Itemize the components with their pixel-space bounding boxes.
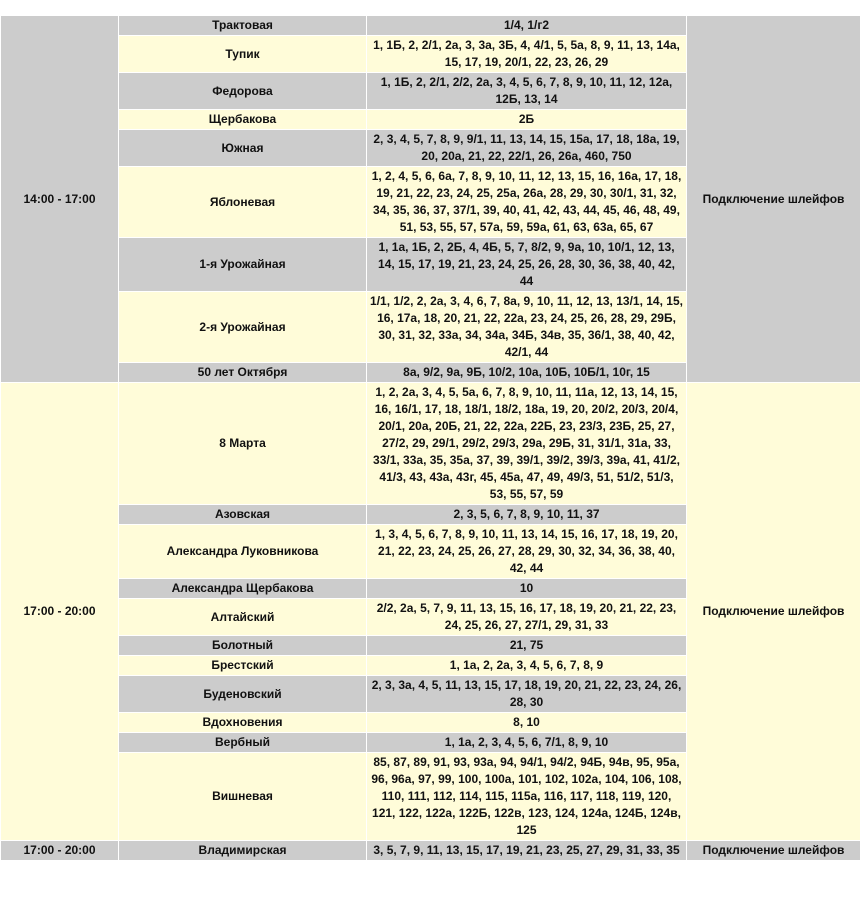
house-numbers: 1, 2, 4, 5, 6, 6а, 7, 8, 9, 10, 11, 12, … bbox=[366, 166, 687, 238]
outage-reason: Подключение шлейфов bbox=[686, 840, 860, 861]
house-numbers: 1/1, 1/2, 2, 2а, 3, 4, 6, 7, 8а, 9, 10, … bbox=[366, 291, 687, 363]
street-name: 8 Марта bbox=[118, 382, 367, 505]
street-name: 50 лет Октября bbox=[118, 362, 367, 383]
table-row: Щербакова 2Б bbox=[1, 109, 860, 130]
table-row: Вдохновения 8, 10 bbox=[1, 712, 860, 733]
outage-schedule-table: 14:00 - 17:00 Трактовая 1/4, 1/г2 Подключен… bbox=[0, 15, 860, 861]
street-name: Тупик bbox=[118, 35, 367, 73]
table-row: 17:00 - 20:00 Владимирская 3, 5, 7, 9, 11,… bbox=[0, 840, 860, 861]
street-name: Яблоневая bbox=[118, 166, 367, 238]
table-row: Брестский 1, 1а, 2, 2а, 3, 4, 5, 6, 7, 8,… bbox=[1, 655, 860, 676]
street-name: Федорова bbox=[118, 72, 367, 110]
time-window: 17:00 - 20:00 bbox=[0, 840, 119, 861]
table-row: Вербный 1, 1а, 2, 3, 4, 5, 6, 7/1, 8, 9, … bbox=[1, 732, 860, 753]
table-row: Вишневая 85, 87, 89, 91, 93, 93а, 94, 94/… bbox=[1, 752, 860, 841]
house-numbers: 1/4, 1/г2 bbox=[366, 15, 687, 36]
house-numbers: 1, 1а, 1Б, 2, 2Б, 4, 4Б, 5, 7, 8/2, 9, 9… bbox=[366, 237, 687, 292]
house-numbers: 1, 1а, 2, 3, 4, 5, 6, 7/1, 8, 9, 10 bbox=[366, 732, 687, 753]
house-numbers: 8, 10 bbox=[366, 712, 687, 733]
house-numbers: 3, 5, 7, 9, 11, 13, 15, 17, 19, 21, 23, … bbox=[366, 840, 687, 861]
table-row: Южная 2, 3, 4, 5, 7, 8, 9, 9/1, 11, 13, 1… bbox=[1, 129, 860, 167]
street-name: Болотный bbox=[118, 635, 367, 656]
outage-reason: Подключение шлейфов bbox=[686, 382, 860, 841]
time-window: 14:00 - 17:00 bbox=[0, 15, 119, 383]
table-row: Тупик 1, 1Б, 2, 2/1, 2а, 3, 3а, 3Б, 4, 4/… bbox=[1, 35, 860, 73]
house-numbers: 2/2, 2а, 5, 7, 9, 11, 13, 15, 16, 17, 18… bbox=[366, 598, 687, 636]
house-numbers: 1, 1Б, 2, 2/1, 2а, 3, 3а, 3Б, 4, 4/1, 5,… bbox=[366, 35, 687, 73]
street-name: Владимирская bbox=[118, 840, 367, 861]
house-numbers: 10 bbox=[366, 578, 687, 599]
house-numbers: 2, 3, 3а, 4, 5, 11, 13, 15, 17, 18, 19, … bbox=[366, 675, 687, 713]
house-numbers: 1, 1Б, 2, 2/1, 2/2, 2а, 3, 4, 5, 6, 7, 8… bbox=[366, 72, 687, 110]
street-name: 2-я Урожайная bbox=[118, 291, 367, 363]
street-name: Александра Щербакова bbox=[118, 578, 367, 599]
schedule-body: 14:00 - 17:00 Трактовая 1/4, 1/г2 Подключен… bbox=[0, 15, 860, 861]
table-row: 2-я Урожайная 1/1, 1/2, 2, 2а, 3, 4, 6, 7… bbox=[1, 291, 860, 363]
table-row: 14:00 - 17:00 Трактовая 1/4, 1/г2 Подключен… bbox=[0, 15, 860, 383]
house-numbers: 2, 3, 5, 6, 7, 8, 9, 10, 11, 37 bbox=[366, 504, 687, 525]
street-name: Трактовая bbox=[118, 15, 367, 36]
house-numbers: 2, 3, 4, 5, 7, 8, 9, 9/1, 11, 13, 14, 15… bbox=[366, 129, 687, 167]
house-numbers: 1, 3, 4, 5, 6, 7, 8, 9, 10, 11, 13, 14, … bbox=[366, 524, 687, 579]
house-numbers: 2Б bbox=[366, 109, 687, 130]
street-name: Вербный bbox=[118, 732, 367, 753]
house-numbers: 21, 75 bbox=[366, 635, 687, 656]
street-name: Алтайский bbox=[118, 598, 367, 636]
street-name: Щербакова bbox=[118, 109, 367, 130]
street-name: Буденовский bbox=[118, 675, 367, 713]
house-numbers: 85, 87, 89, 91, 93, 93а, 94, 94/1, 94/2,… bbox=[366, 752, 687, 841]
house-numbers: 1, 1а, 2, 2а, 3, 4, 5, 6, 7, 8, 9 bbox=[366, 655, 687, 676]
street-name: Южная bbox=[118, 129, 367, 167]
time-window: 17:00 - 20:00 bbox=[0, 382, 119, 841]
house-numbers: 1, 2, 2а, 3, 4, 5, 5а, 6, 7, 8, 9, 10, 1… bbox=[366, 382, 687, 505]
house-numbers: 8а, 9/2, 9а, 9Б, 10/2, 10а, 10Б, 10Б/1, … bbox=[366, 362, 687, 383]
table-row: Александра Щербакова 10 bbox=[1, 578, 860, 599]
table-row: Азовская 2, 3, 5, 6, 7, 8, 9, 10, 11, 37 bbox=[1, 504, 860, 525]
street-name: Брестский bbox=[118, 655, 367, 676]
table-row: Александра Луковникова 1, 3, 4, 5, 6, 7, … bbox=[1, 524, 860, 579]
street-name: 1-я Урожайная bbox=[118, 237, 367, 292]
table-row: 17:00 - 20:00 8 Марта 1, 2, 2а, 3, 4, 5, 5… bbox=[0, 382, 860, 841]
outage-reason: Подключение шлейфов bbox=[686, 15, 860, 383]
street-name: Александра Луковникова bbox=[118, 524, 367, 579]
street-name: Вишневая bbox=[118, 752, 367, 841]
street-name: Азовская bbox=[118, 504, 367, 525]
table-row: Буденовский 2, 3, 3а, 4, 5, 11, 13, 15, 1… bbox=[1, 675, 860, 713]
table-row: 1-я Урожайная 1, 1а, 1Б, 2, 2Б, 4, 4Б, 5,… bbox=[1, 237, 860, 292]
street-name: Вдохновения bbox=[118, 712, 367, 733]
table-row: Яблоневая 1, 2, 4, 5, 6, 6а, 7, 8, 9, 10,… bbox=[1, 166, 860, 238]
table-row: Алтайский 2/2, 2а, 5, 7, 9, 11, 13, 15, 1… bbox=[1, 598, 860, 636]
table-row: Федорова 1, 1Б, 2, 2/1, 2/2, 2а, 3, 4, 5,… bbox=[1, 72, 860, 110]
